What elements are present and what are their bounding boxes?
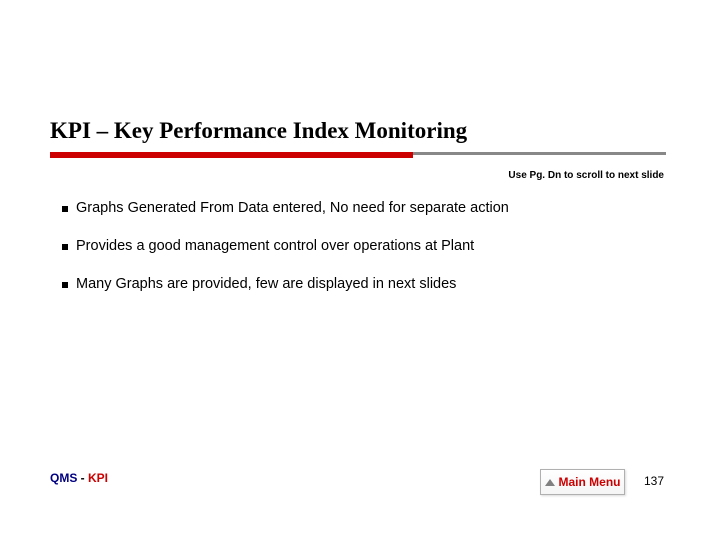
bullet-icon [62, 206, 68, 212]
bullet-text: Many Graphs are provided, few are displa… [76, 276, 456, 292]
rule-grey [413, 152, 666, 155]
bullet-icon [62, 282, 68, 288]
rule-red [50, 152, 413, 158]
bullet-text: Provides a good management control over … [76, 238, 474, 254]
list-item: Many Graphs are provided, few are displa… [62, 276, 660, 292]
footer-kpi: KPI [88, 471, 108, 485]
hint-text: Use Pg. Dn to scroll to next slide [508, 170, 664, 181]
footer-qms: QMS [50, 471, 77, 485]
arrow-up-icon [545, 479, 555, 486]
bullet-list: Graphs Generated From Data entered, No n… [62, 200, 660, 314]
page-number: 137 [644, 474, 664, 488]
footer-label: QMS - KPI [50, 471, 108, 485]
bullet-icon [62, 244, 68, 250]
list-item: Graphs Generated From Data entered, No n… [62, 200, 660, 216]
main-menu-label: Main Menu [559, 475, 621, 489]
main-menu-button[interactable]: Main Menu [540, 469, 625, 495]
bullet-text: Graphs Generated From Data entered, No n… [76, 200, 509, 216]
slide: KPI – Key Performance Index Monitoring U… [0, 0, 720, 540]
footer-dash: - [77, 471, 88, 485]
list-item: Provides a good management control over … [62, 238, 660, 254]
slide-title: KPI – Key Performance Index Monitoring [50, 118, 467, 144]
